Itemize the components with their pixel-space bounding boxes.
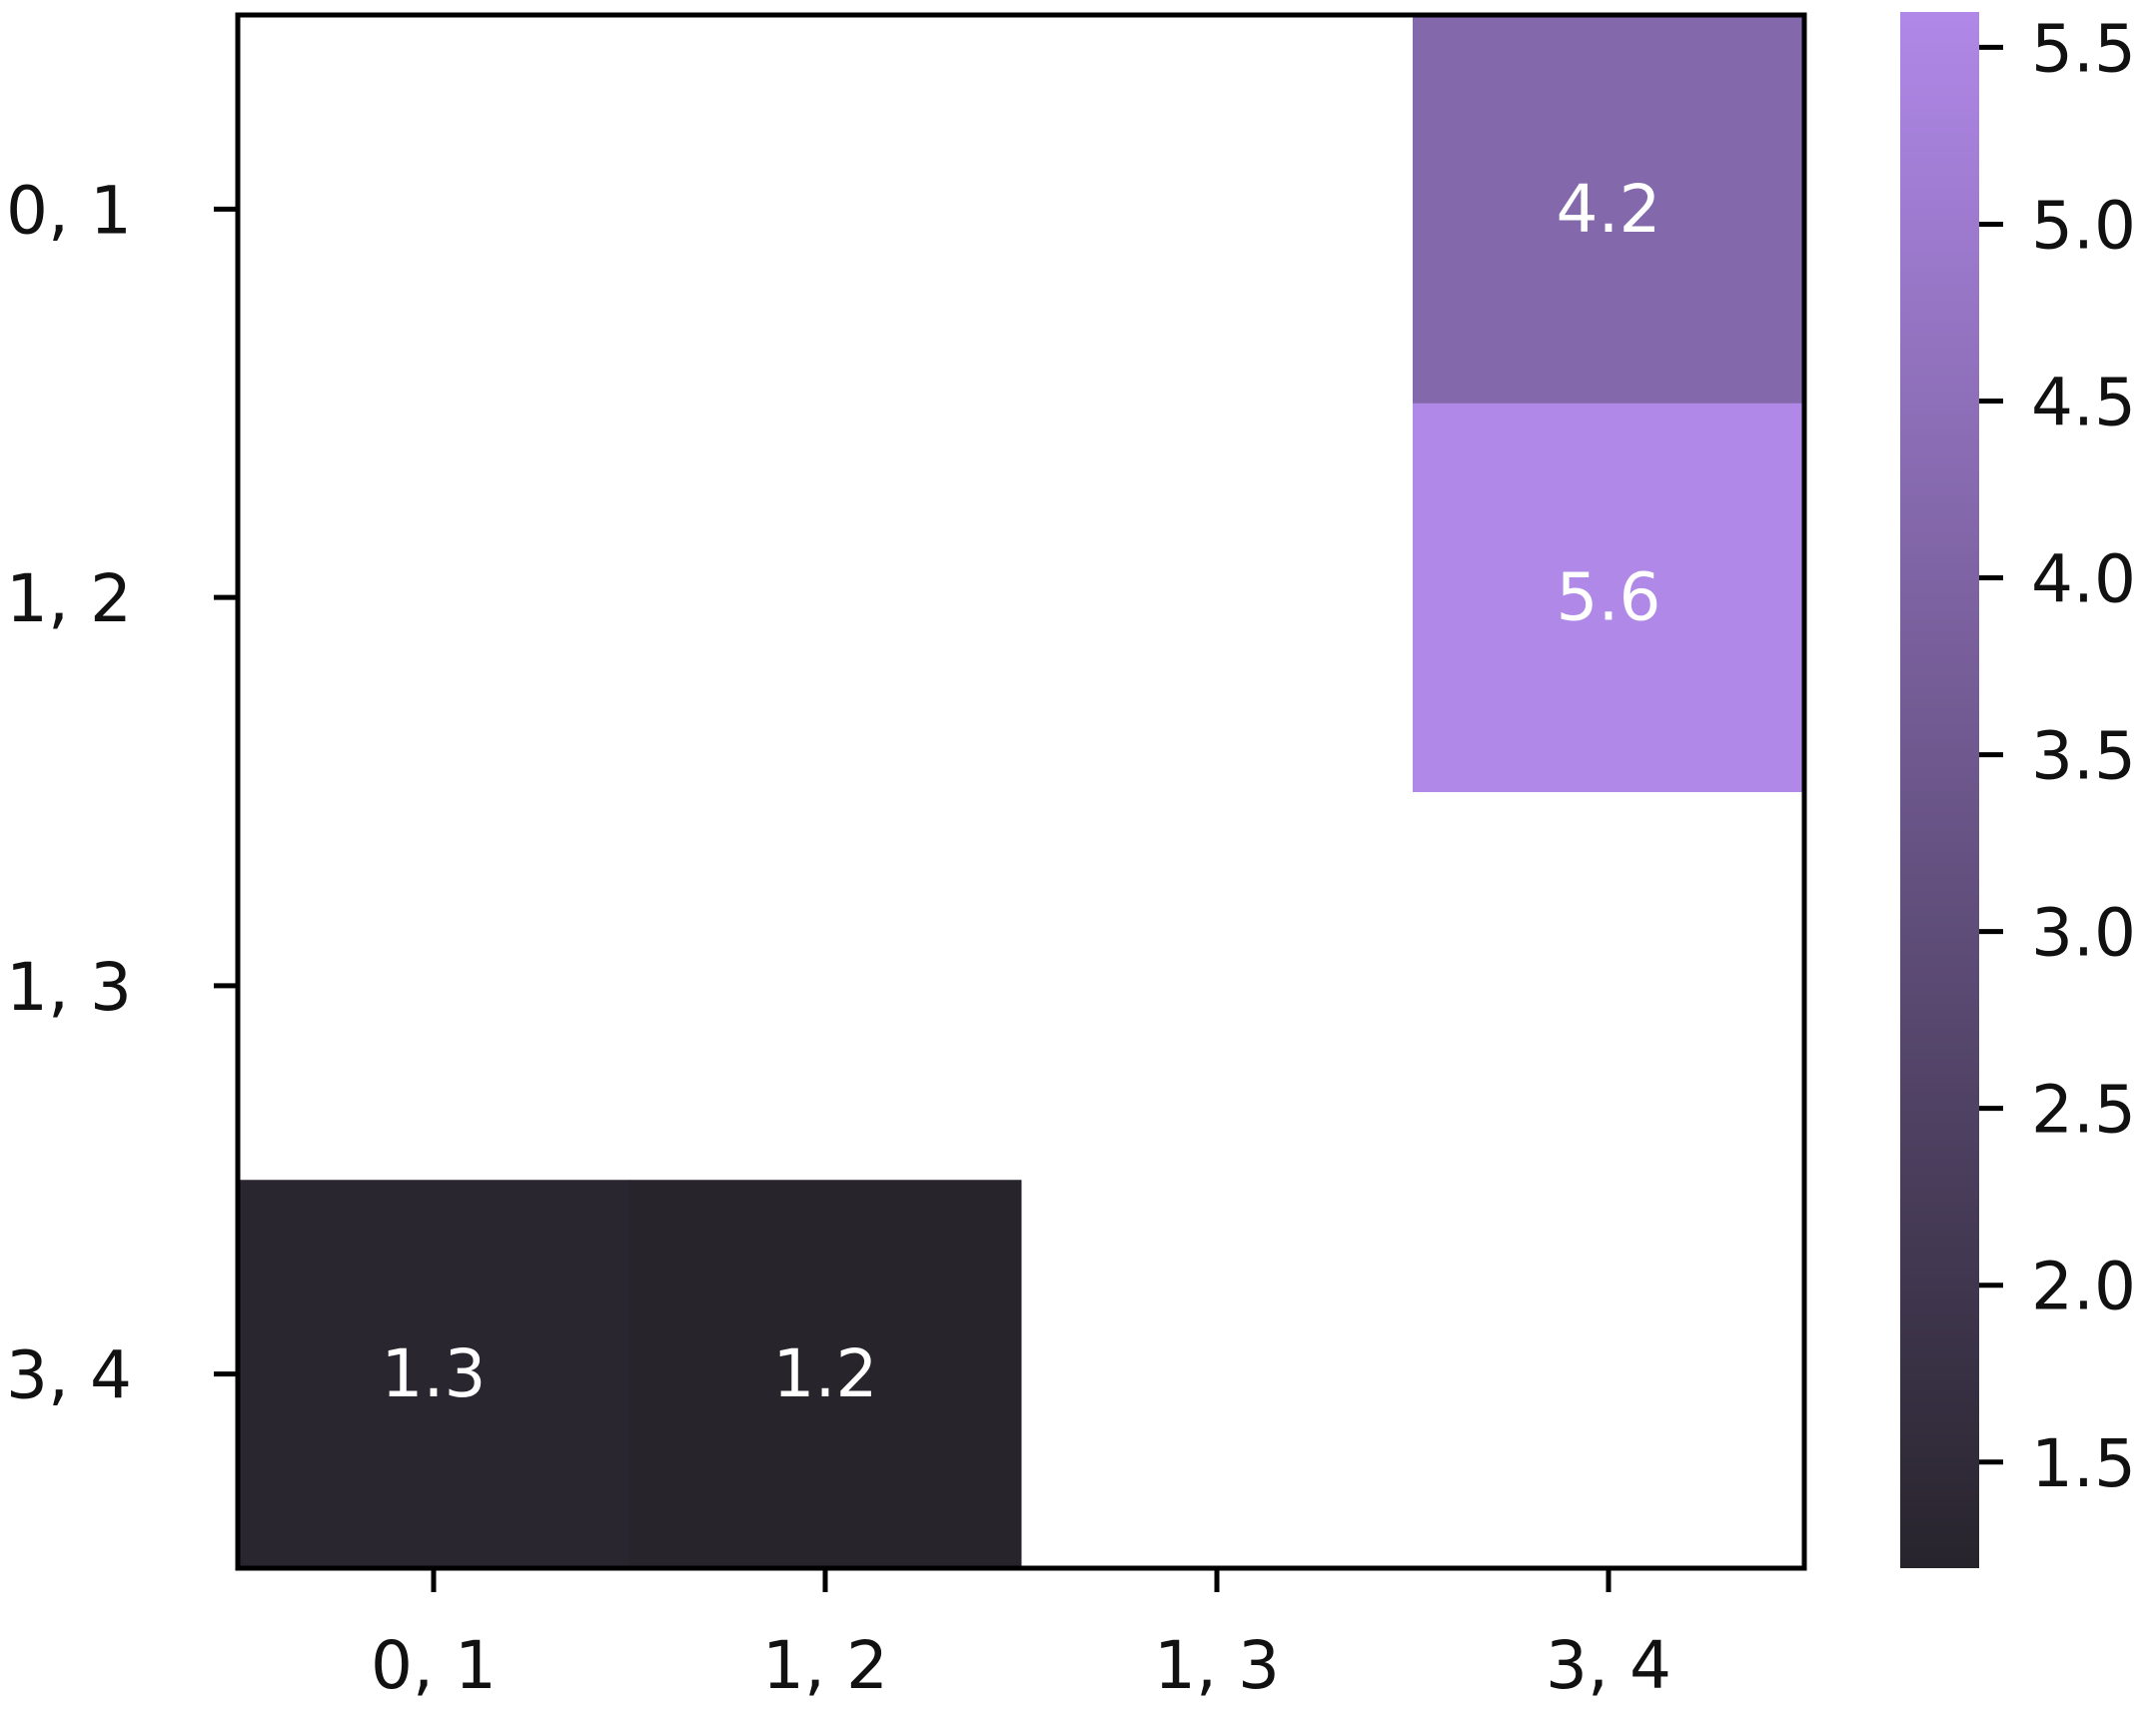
x-tick-label: 1, 3 bbox=[1154, 1627, 1280, 1704]
colorbar-tick-label: 4.5 bbox=[2031, 365, 2136, 441]
x-axis: 0, 1 1, 2 1, 3 3, 4 bbox=[371, 1568, 1671, 1704]
cell-value-label: 1.3 bbox=[382, 1335, 487, 1412]
colorbar-tick-label: 5.0 bbox=[2031, 187, 2136, 264]
x-tick-label: 1, 2 bbox=[762, 1627, 888, 1704]
colorbar-tick-label: 2.5 bbox=[2031, 1072, 2136, 1149]
y-tick-label: 1, 3 bbox=[6, 949, 132, 1026]
heatmap-cell bbox=[1413, 15, 1805, 405]
plot-frame bbox=[235, 12, 1807, 1571]
heatmap-cells: 4.2 5.6 1.3 1.2 bbox=[238, 15, 1805, 1569]
x-tick-label: 0, 1 bbox=[371, 1627, 497, 1704]
y-axis: 0, 1 1, 2 1, 3 3, 4 bbox=[6, 172, 238, 1414]
colorbar-tick-label: 2.0 bbox=[2031, 1249, 2136, 1325]
cell-value-label: 5.6 bbox=[1557, 559, 1661, 636]
colorbar-tick-label: 1.5 bbox=[2031, 1425, 2136, 1502]
colorbar-tick-label: 3.5 bbox=[2031, 718, 2136, 795]
y-tick-label: 1, 2 bbox=[6, 560, 132, 637]
colorbar-axis: 1.5 2.0 2.5 3.0 3.5 4.0 4.5 5.0 5.5 bbox=[1979, 10, 2136, 1502]
x-tick-label: 3, 4 bbox=[1546, 1627, 1671, 1704]
colorbar bbox=[1900, 12, 1979, 1568]
colorbar-tick-label: 3.0 bbox=[2031, 895, 2136, 972]
heatmap-cell bbox=[1413, 403, 1805, 792]
cell-value-label: 1.2 bbox=[773, 1335, 878, 1412]
y-tick-label: 3, 4 bbox=[6, 1337, 132, 1414]
heatmap-cell bbox=[629, 1180, 1022, 1569]
heatmap-cell bbox=[238, 1180, 630, 1569]
y-tick-label: 0, 1 bbox=[6, 172, 132, 249]
colorbar-tick-label: 5.5 bbox=[2031, 10, 2136, 87]
cell-value-label: 4.2 bbox=[1557, 171, 1661, 248]
colorbar-tick-label: 4.0 bbox=[2031, 541, 2136, 618]
